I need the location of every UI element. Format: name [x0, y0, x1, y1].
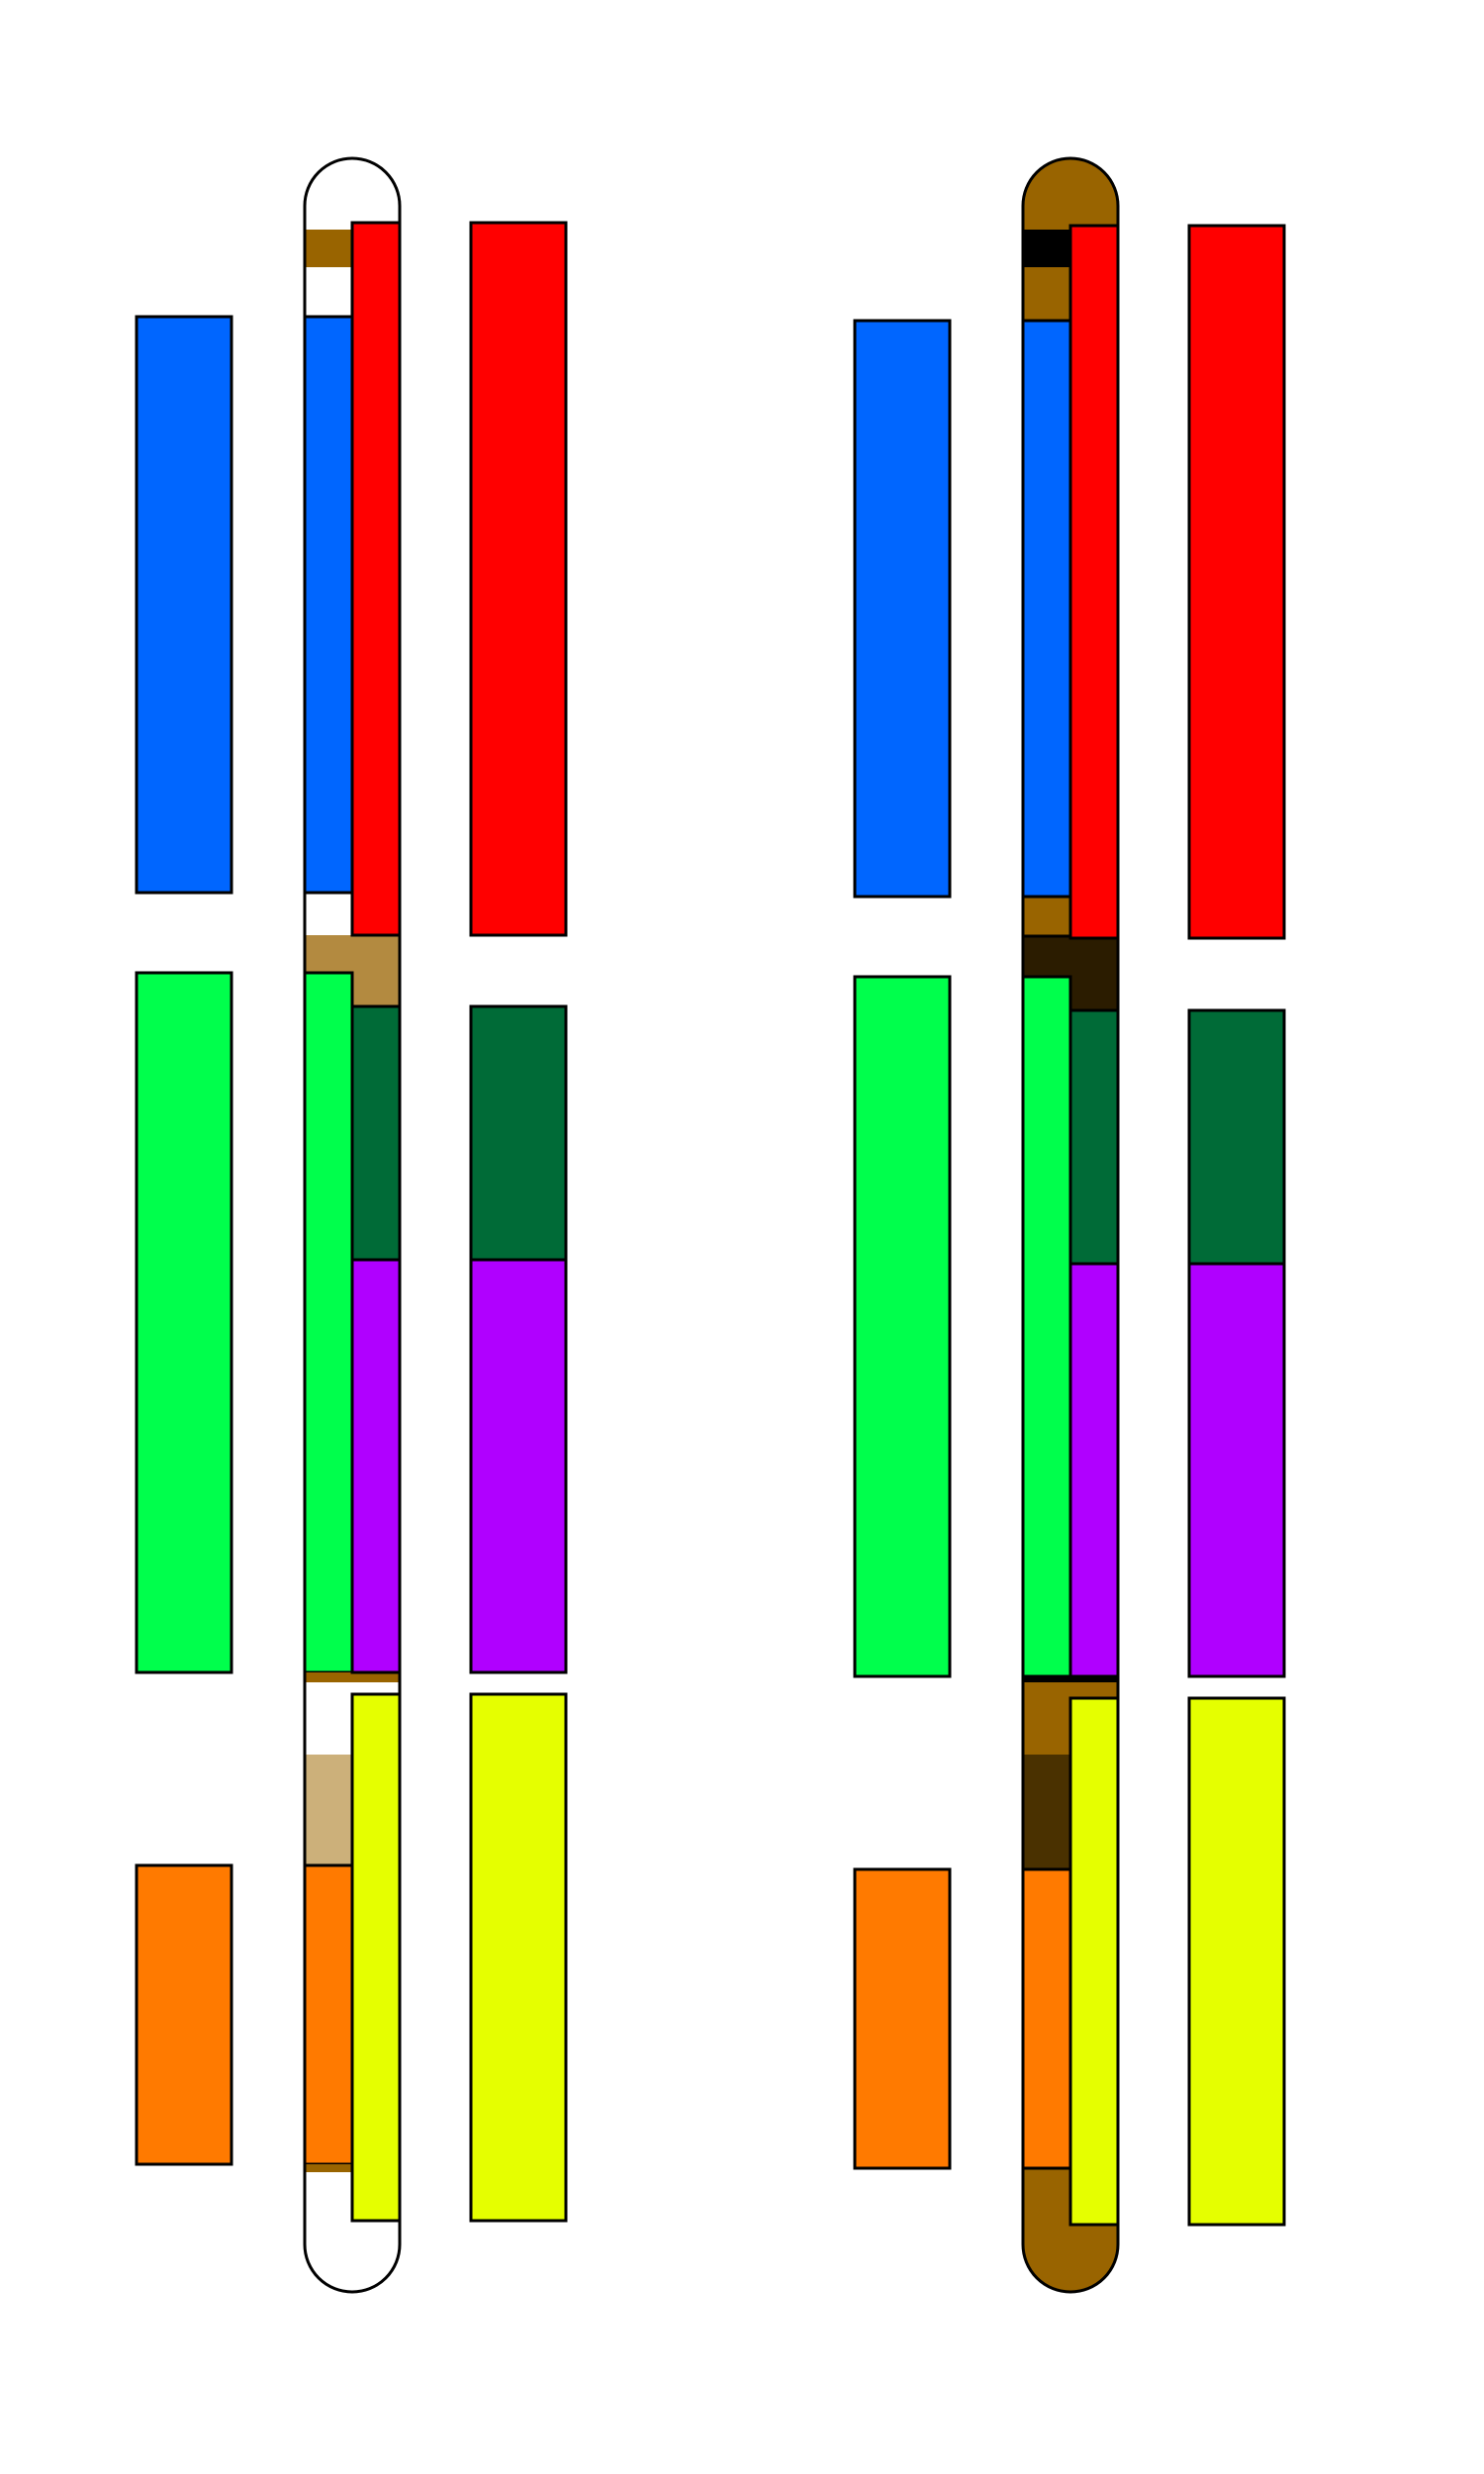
- right-band-purple: [1068, 1262, 1120, 1678]
- left-band-tan: [305, 1755, 352, 1865]
- right-band-black-top: [1023, 230, 1070, 267]
- left-chromosome-outline: [303, 156, 402, 2294]
- right-band-dark-green: [1068, 1008, 1120, 1266]
- left-band-dark-green: [350, 1004, 402, 1262]
- right-right-side-yellow-segment: [1187, 1696, 1286, 2227]
- left-right-side-red-segment: [469, 221, 568, 937]
- right-chromosome-bands: [1021, 224, 1120, 2227]
- right-side-green-segment: [853, 975, 952, 1678]
- left-right-side-dark-green-segment: [469, 1004, 568, 1262]
- left-chromosome-bands: [303, 221, 402, 2223]
- left-group: [135, 156, 568, 2294]
- right-band-green: [1021, 975, 1072, 1678]
- left-band-yellow: [350, 1692, 402, 2223]
- left-band-blue: [303, 315, 354, 895]
- right-band-dark-brown: [1023, 1755, 1070, 1869]
- left-band-orange: [303, 1863, 354, 2166]
- right-band-red: [1068, 224, 1120, 940]
- left-band-brown-thin: [305, 1672, 400, 1682]
- left-side-orange-segment: [135, 1863, 233, 2166]
- right-group: [853, 156, 1286, 2294]
- right-band-orange: [1021, 1867, 1072, 2170]
- left-side-green-segment: [135, 971, 233, 1674]
- left-band-brown-bottom-thin: [305, 2164, 352, 2172]
- left-right-side-yellow-segment: [469, 1692, 568, 2223]
- right-right-side-red-segment: [1187, 224, 1286, 940]
- left-side-blue-segment: [135, 315, 233, 895]
- left-band-brown-top: [305, 230, 352, 267]
- right-band-yellow: [1068, 1696, 1120, 2227]
- right-side-blue-segment: [853, 319, 952, 899]
- left-band-purple: [350, 1258, 402, 1674]
- right-band-blue: [1021, 319, 1072, 899]
- right-band-black-thin: [1023, 1676, 1118, 1682]
- right-chromosome-outline: [1021, 156, 1120, 2294]
- right-right-side-dark-green-segment: [1187, 1008, 1286, 1266]
- left-right-side-purple-segment: [469, 1258, 568, 1674]
- right-side-orange-segment: [853, 1867, 952, 2170]
- left-band-green: [303, 971, 354, 1674]
- left-band-red: [350, 221, 402, 937]
- right-right-side-purple-segment: [1187, 1262, 1286, 1678]
